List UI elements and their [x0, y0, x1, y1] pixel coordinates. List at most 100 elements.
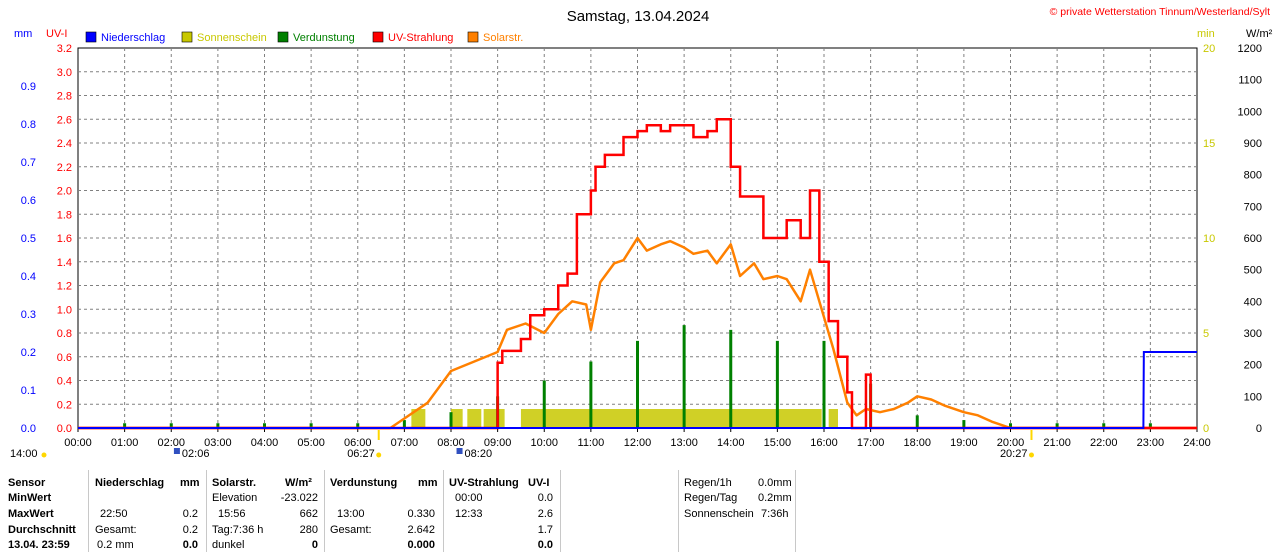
solar-elev-label: Elevation — [212, 492, 258, 504]
x-tick-label: 15:00 — [764, 437, 792, 449]
precip-header: Niederschlag — [95, 477, 165, 489]
uv-header: UV-Strahlung — [449, 477, 519, 489]
precip-now-val: 0.2 mm — [97, 539, 134, 551]
chart-title: Samstag, 13.04.2024 — [567, 8, 710, 25]
summary-sunshine-value: 7:36h — [761, 508, 789, 520]
col-divider — [560, 470, 561, 552]
x-tick-label: 01:00 — [111, 437, 139, 449]
x-tick-label: 14:00 — [717, 437, 745, 449]
precip-line — [78, 351, 1197, 429]
row-label-min: MinWert — [8, 492, 52, 504]
moon-icon — [456, 448, 463, 454]
uv-tick-label: 0.2 — [57, 399, 72, 411]
uv-min-time: 00:00 — [455, 492, 483, 504]
precip-tick-label: 0.8 — [21, 119, 36, 131]
precip-tick-label: 0.3 — [21, 309, 36, 321]
col-divider — [324, 470, 325, 552]
uv-tick-label: 3.2 — [57, 43, 72, 55]
legend-swatch — [372, 31, 384, 43]
evap-unit: mm — [418, 477, 438, 489]
precip-total-val: 0.2 — [182, 524, 198, 536]
uv-max-val: 2.6 — [537, 508, 553, 520]
solar-tick-label: 200 — [1244, 360, 1262, 372]
solar-header: Solarstr. — [212, 477, 257, 489]
uv-tick-label: 3.0 — [57, 67, 72, 79]
legend-swatch — [85, 31, 97, 43]
col-divider — [443, 470, 444, 552]
solar-tick-label: 600 — [1244, 233, 1262, 245]
weather-chart: 00:00 01:00 02:00 03:00 04:00 05:00 06:00 07:00… — [10, 6, 1273, 460]
x-tick-label: 03:00 — [204, 437, 232, 449]
x-tick-label: 23:00 — [1137, 437, 1165, 449]
unit-wm2: W/m² — [1246, 28, 1273, 40]
precip-tick-label: 0.9 — [21, 81, 36, 93]
precip-tick-label: 0.2 — [21, 347, 36, 359]
x-tick-label: 08:00 — [437, 437, 465, 449]
x-tick-label: 11:00 — [578, 437, 605, 449]
sunrise-label: 06:27 — [347, 448, 375, 460]
sunrise-icon — [376, 452, 382, 458]
solar-day-label: Tag:7:36 h — [212, 524, 264, 536]
row-label-avg: Durchschnitt — [8, 524, 76, 536]
x-tick-label: 04:00 — [251, 437, 279, 449]
legend-label: Niederschlag — [101, 32, 165, 44]
precip-tick-label: 0.6 — [21, 195, 36, 207]
legend-label: Solarstr. — [483, 32, 523, 44]
uv-tick-label: 2.2 — [57, 162, 72, 174]
row-label-max: MaxWert — [8, 508, 54, 520]
solar-tick-label: 1000 — [1238, 106, 1262, 118]
precip-now-bold: 0.0 — [182, 539, 198, 551]
uv-line — [78, 118, 1197, 430]
precip-tick-label: 0.5 — [21, 233, 36, 245]
uv-tick-label: 0.6 — [57, 352, 72, 364]
solar-line — [78, 236, 1197, 430]
evap-total-label: Gesamt: — [330, 524, 372, 536]
sensor-header: Sensor — [8, 477, 46, 489]
x-tick-label: 10:00 — [530, 437, 558, 449]
uv-tick-label: 0.0 — [57, 423, 72, 435]
uv-tick-label: 0.8 — [57, 328, 72, 340]
x-tick-label: 00:00 — [64, 437, 92, 449]
unit-uvi: UV-I — [46, 28, 67, 40]
sunshine-tick-label: 20 — [1203, 43, 1215, 55]
uv-tick-label: 0.4 — [57, 376, 72, 388]
precip-tick-label: 0.0 — [21, 423, 36, 435]
col-divider — [206, 470, 207, 552]
sunset-icon — [1028, 452, 1034, 458]
solar-tick-label: 100 — [1244, 391, 1262, 403]
solar-tick-label: 0 — [1256, 423, 1262, 435]
solar-now-val: 0 — [311, 539, 318, 551]
moon-icon — [173, 448, 180, 454]
solar-tick-label: 500 — [1244, 265, 1262, 277]
col-divider — [795, 470, 796, 552]
precip-max-time: 22:50 — [100, 508, 128, 520]
solar-elev-val: -23.022 — [280, 492, 318, 504]
col-divider — [678, 470, 679, 552]
solar-unit: W/m² — [285, 477, 312, 489]
sunshine-tick-label: 15 — [1203, 138, 1215, 150]
x-tick-label: 05:00 — [297, 437, 325, 449]
unit-min: min — [1197, 28, 1215, 40]
col-divider — [88, 470, 89, 552]
evap-total-val: 2.642 — [407, 524, 435, 536]
sunshine-tick-label: 0 — [1203, 423, 1209, 435]
legend-label: UV-Strahlung — [388, 32, 453, 44]
evap-max-val: 0.330 — [407, 508, 435, 520]
sunshine-bar — [411, 409, 426, 428]
x-tick-label: 20:00 — [997, 437, 1025, 449]
precip-unit: mm — [180, 477, 200, 489]
summary-sunshine-label: Sonnenschein — [684, 508, 754, 520]
uv-tick-label: 1.2 — [57, 281, 72, 293]
x-tick-label: 13:00 — [670, 437, 698, 449]
uv-now-val: 0.0 — [537, 539, 553, 551]
uv-tick-label: 2.8 — [57, 91, 72, 103]
legend-label: Verdunstung — [293, 32, 355, 44]
uv-tick-label: 1.4 — [57, 257, 72, 269]
solar-tick-label: 1100 — [1238, 75, 1262, 87]
solar-now-label: dunkel — [212, 539, 245, 551]
summary-rain-day-value: 0.2mm — [758, 492, 792, 504]
x-tick-label: 02:00 — [157, 437, 185, 449]
sun-icon — [41, 452, 47, 458]
uv-tick-label: 2.4 — [57, 138, 72, 150]
uv-tick-label: 2.6 — [57, 114, 72, 126]
